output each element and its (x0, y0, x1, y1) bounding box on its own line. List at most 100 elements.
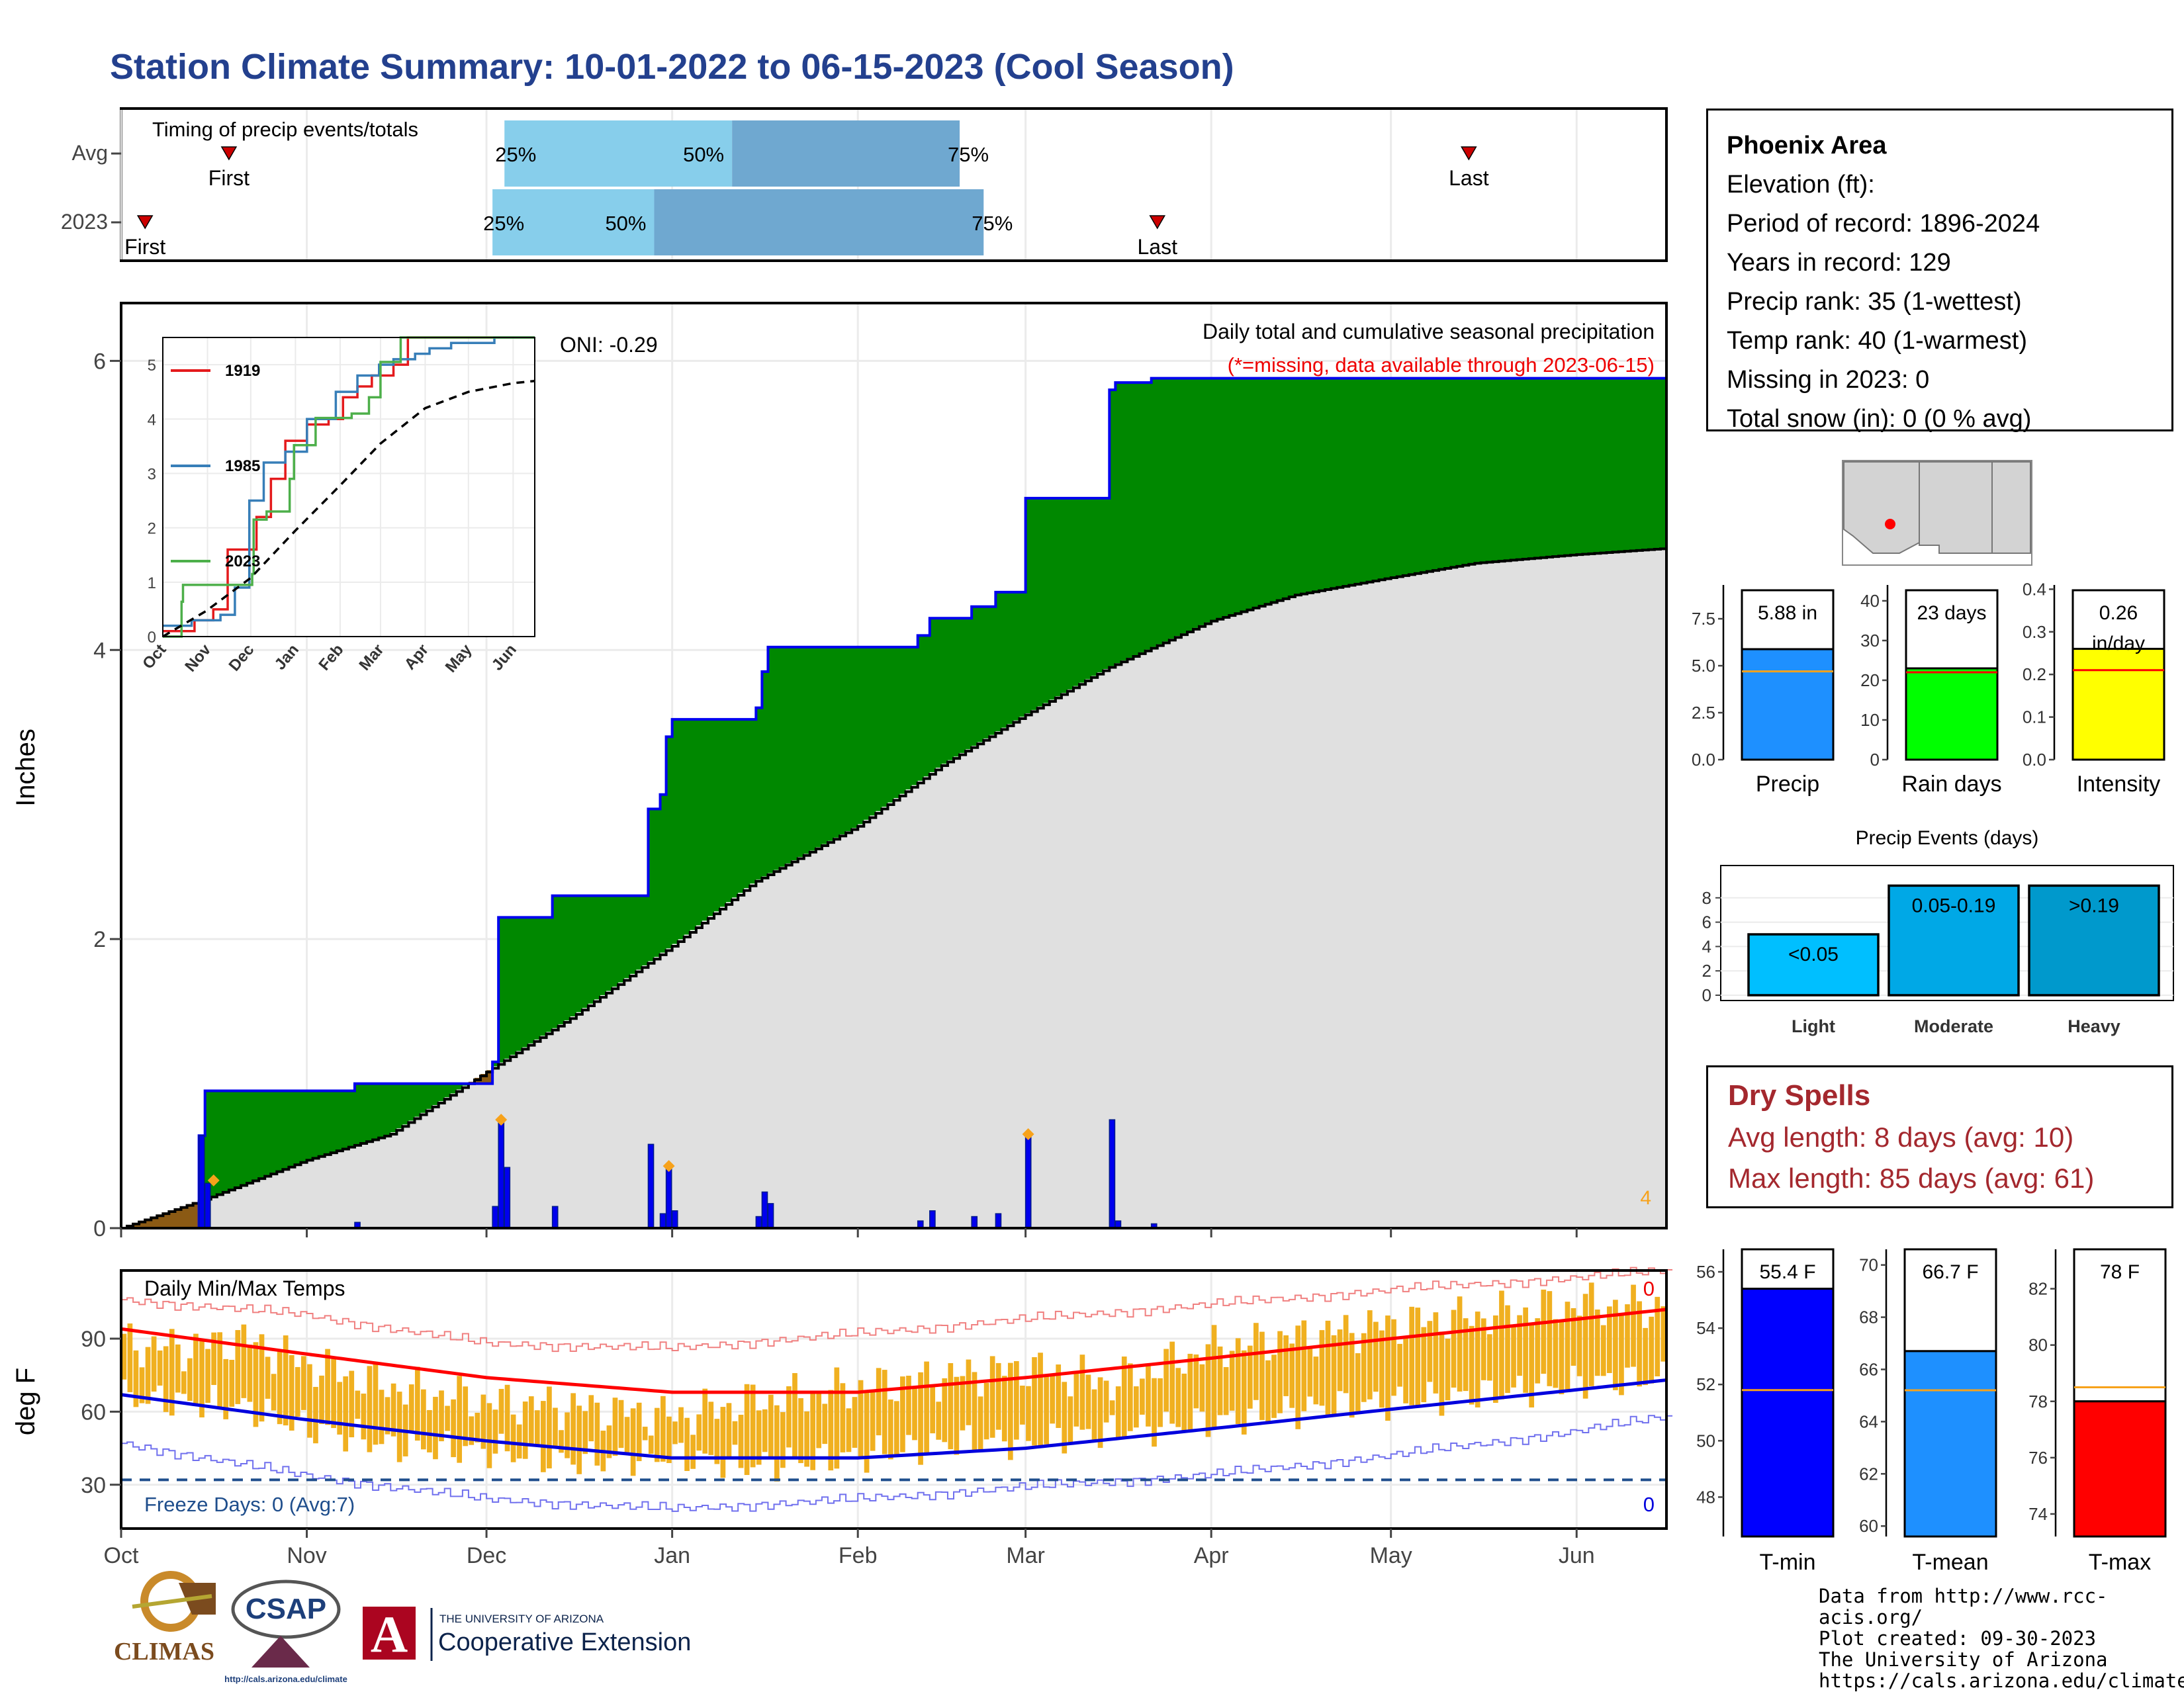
precip-summary-2-tick-label: 0.3 (2023, 622, 2046, 642)
daily-temp-bar (768, 1394, 774, 1458)
daily-temp-bar (720, 1407, 726, 1478)
inset-series-line (163, 336, 535, 627)
daily-precip-bar (761, 1191, 768, 1229)
station-info-line: Precip rank: 35 (1-wettest) (1727, 288, 2022, 316)
precip-summary-0-category-label: Precip (1756, 772, 1819, 797)
daily-temp-bar (1486, 1334, 1492, 1381)
precip-event-bar (1888, 884, 2020, 997)
temp-summary-0-tick-label: 50 (1696, 1431, 1715, 1450)
credit-source[interactable]: Data from http://www.rcc-acis.org/ (1819, 1585, 2108, 1628)
x-tick-label: May (1370, 1543, 1412, 1568)
daily-temp-bar (199, 1341, 205, 1418)
daily-temp-bar (1073, 1372, 1079, 1427)
daily-temp-bar (510, 1414, 516, 1462)
p75-label: 75% (948, 143, 989, 166)
daily-temp-bar (1163, 1349, 1169, 1412)
csap-logo-mountain (251, 1636, 310, 1668)
precip-summary-1-value-label: 23 days (1917, 602, 1986, 624)
daily-temp-bar (1511, 1326, 1516, 1388)
daily-temp-bar (439, 1390, 444, 1442)
daily-temp-bar (1134, 1386, 1139, 1428)
first-label: First (124, 235, 165, 259)
daily-temp-bar (960, 1376, 966, 1431)
freeze-days-label: Freeze Days: 0 (Avg:7) (144, 1493, 355, 1516)
observed-cumulative-line (121, 377, 1666, 1229)
event-marker (207, 1174, 220, 1186)
daily-temp-bar (744, 1384, 750, 1476)
temps-chart-title: Daily Min/Max Temps (144, 1276, 345, 1300)
daily-temp-bar (1241, 1350, 1247, 1435)
daily-temp-bar (421, 1389, 426, 1450)
inset-y-label: 4 (148, 411, 156, 429)
daily-temp-bar (498, 1388, 504, 1434)
daily-temp-bar (1421, 1327, 1427, 1403)
credit-url[interactable]: https://cals.arizona.edu/climate/ (1819, 1670, 2184, 1692)
daily-temp-bar (906, 1375, 911, 1435)
daily-temp-bar (414, 1366, 420, 1441)
daily-temp-bar (1582, 1294, 1588, 1399)
locator-map (1842, 460, 2032, 566)
quartile-bar-low (492, 189, 655, 255)
oni-annotation: ONI: -0.29 (560, 333, 658, 357)
daily-temp-bar (570, 1393, 576, 1465)
daily-temp-bar (1325, 1320, 1331, 1416)
daily-temp-bar (1331, 1335, 1337, 1417)
daily-temp-bar (1391, 1319, 1396, 1396)
daily-temp-bar (1655, 1296, 1661, 1377)
daily-temp-bar (1649, 1316, 1655, 1384)
daily-temp-bar (121, 1333, 127, 1380)
daily-temp-bar (936, 1402, 942, 1440)
p25-label: 25% (495, 143, 536, 166)
daily-temp-bar (636, 1402, 642, 1462)
daily-temp-bar (253, 1342, 259, 1427)
daily-temp-bar (1337, 1329, 1343, 1392)
daily-temp-bar (672, 1421, 678, 1445)
daily-temp-bar (924, 1361, 929, 1453)
daily-temp-bar (750, 1384, 756, 1468)
daily-temp-bar (1343, 1315, 1349, 1394)
temp-summary-2-tick-label: 80 (2028, 1335, 2048, 1355)
precip-summary-1-tick-label: 30 (1860, 631, 1880, 650)
events-tick-label: 4 (1702, 936, 1711, 956)
y-tick-label: 30 (81, 1473, 106, 1498)
station-info-line: Period of record: 1896-2024 (1727, 210, 2040, 238)
daily-temp-bar (547, 1386, 552, 1469)
daily-temp-bar (666, 1416, 672, 1464)
daily-temp-bar (463, 1386, 469, 1447)
daily-temp-bar (301, 1356, 306, 1410)
precip-summary-2-category-label: Intensity (2077, 772, 2161, 797)
precip-event-value-label: >0.19 (2069, 895, 2119, 916)
daily-temp-bar (989, 1356, 995, 1438)
daily-temp-bar (1523, 1307, 1528, 1393)
daily-temp-bar (1588, 1282, 1594, 1386)
daily-temp-bar (1661, 1306, 1666, 1362)
daily-temp-bar (1553, 1319, 1559, 1388)
daily-temp-bar (127, 1323, 133, 1392)
daily-temp-bar (1211, 1325, 1217, 1429)
daily-temp-bar (972, 1372, 978, 1451)
daily-temp-bar (1079, 1355, 1085, 1430)
daily-precip-bar (665, 1167, 672, 1229)
daily-temp-bar (1140, 1378, 1145, 1415)
precip-summary-2-tick-label: 0.0 (2023, 750, 2046, 770)
daily-temp-bar (223, 1358, 229, 1419)
daily-temp-bar (762, 1409, 768, 1452)
daily-temp-bar (708, 1402, 714, 1455)
daily-temp-bar (1283, 1335, 1289, 1396)
daily-temp-bar (355, 1390, 361, 1419)
daily-temp-bar (852, 1397, 858, 1448)
precip-summary-2-value-label: 0.26 (2099, 602, 2138, 624)
above-average-area (199, 378, 1666, 1200)
temp-summary-0-tick-label: 54 (1696, 1318, 1715, 1338)
daily-temp-bar (894, 1401, 899, 1455)
daily-precip-bar (671, 1210, 678, 1229)
daily-temp-bar (1415, 1308, 1421, 1407)
daily-temp-bar (1385, 1315, 1390, 1421)
daily-temp-bar (390, 1383, 396, 1437)
daily-temp-bar (983, 1382, 989, 1440)
daily-temp-bar (828, 1390, 834, 1471)
precip-summary-2-tick-label: 0.4 (2023, 579, 2046, 599)
temp-summary-1-tick-label: 66 (1859, 1359, 1878, 1379)
daily-temp-bar (534, 1410, 540, 1445)
daily-temp-bar (343, 1376, 349, 1452)
